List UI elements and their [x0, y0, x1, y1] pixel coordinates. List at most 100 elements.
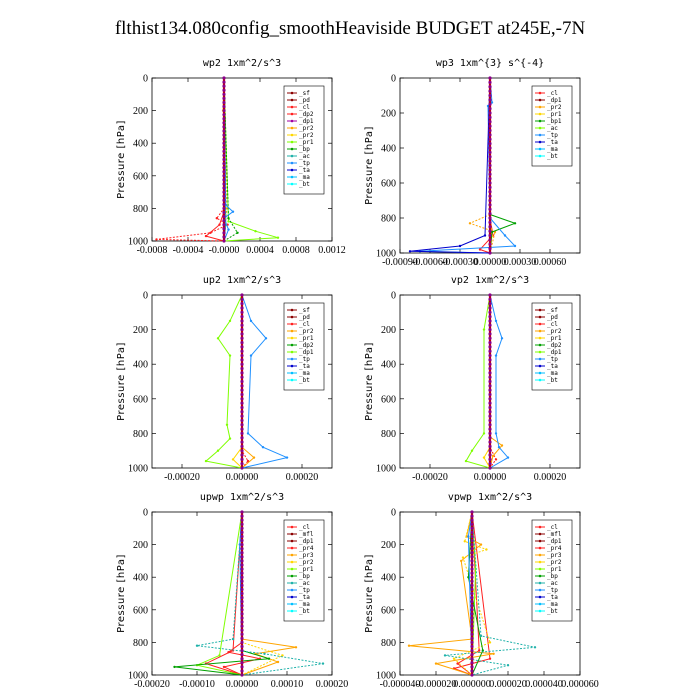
zero-profile-marker [488, 427, 492, 431]
series-point [204, 234, 208, 238]
zero-profile-marker [470, 648, 474, 653]
zero-profile-marker [488, 229, 492, 233]
legend-marker [538, 133, 542, 137]
y-tick-label: 600 [133, 171, 148, 182]
series-point [231, 210, 235, 213]
y-tick-label: 1000 [376, 249, 396, 260]
legend-marker [538, 567, 542, 571]
zero-profile-marker [488, 212, 492, 216]
series-line-ac [444, 511, 536, 676]
legend-marker [290, 315, 294, 319]
series-point [506, 456, 510, 459]
zero-profile-marker [488, 306, 492, 310]
zero-profile-marker [240, 608, 244, 612]
zero-profile-marker [470, 555, 474, 559]
series-line-tp [241, 294, 289, 469]
series-point [252, 456, 256, 459]
legend-marker [538, 574, 542, 578]
series-point [276, 236, 280, 239]
panel-2: wp3 1xm^{3} s^{-4} Pressure [hPa] 0 200 400 6… [364, 58, 581, 268]
zero-profile-marker [240, 567, 244, 571]
x-tick-label: 0.00020 [286, 472, 319, 483]
legend: _cl_dp1_pr2_pr1_bp1_ac_tp_ta_ma_bt [531, 85, 573, 167]
x-tick-label: 0.00000 [474, 472, 507, 483]
legend-marker [290, 539, 294, 543]
zero-profile-marker [222, 161, 226, 166]
zero-profile-marker [240, 665, 244, 669]
y-tick-label: 400 [133, 139, 148, 150]
zero-profile-marker [488, 297, 492, 301]
legend-marker [290, 329, 294, 333]
legend-entry: _pr3 [547, 552, 562, 559]
legend-entry: _pr3 [299, 552, 314, 559]
x-tick-label: -0.00020 [134, 679, 170, 690]
zero-profile-marker [222, 117, 226, 121]
legend-entry: _dp1 [299, 538, 314, 545]
y-tick-label: 0 [391, 74, 396, 85]
legend-marker [538, 308, 542, 312]
zero-profile-marker [470, 571, 474, 575]
legend-marker [290, 350, 294, 354]
zero-profile-marker [240, 644, 244, 649]
zero-profile-marker [222, 121, 226, 125]
legend-entry: _pr2 [299, 559, 314, 566]
zero-profile-marker [488, 155, 492, 159]
legend-marker [538, 98, 542, 102]
series-line-pr4 [204, 511, 243, 676]
zero-profile-marker [470, 575, 474, 579]
series-point [173, 665, 176, 669]
series-line-dp2 [204, 78, 225, 242]
series-group [204, 293, 289, 470]
zero-profile-marker [470, 510, 474, 514]
panel-4: vp2 1xm^2/s^3 Pressure [hPa] 0 200 400 600 800… [364, 275, 581, 483]
zero-profile-marker [240, 466, 244, 470]
legend-marker [290, 91, 294, 95]
series-point [276, 660, 280, 664]
legend-marker [538, 581, 542, 585]
series-point [215, 217, 218, 220]
zero-profile-marker [488, 392, 492, 397]
legend-entry: _ta [547, 139, 558, 146]
series-point [491, 454, 495, 458]
zero-profile-marker [488, 168, 492, 172]
zero-profile-marker [222, 113, 226, 117]
legend-marker [538, 595, 542, 599]
series-point [479, 634, 483, 638]
series-line-pr3 [408, 511, 494, 676]
series-line-dp1 [465, 294, 491, 469]
legend-entry: _dp1 [547, 538, 562, 545]
zero-profile-marker [240, 392, 244, 397]
legend-marker [538, 336, 542, 340]
legend: _sf_pd_cl_dp2_dp1_pr2_pr2_pr1_bp_ac_tp_t… [283, 85, 325, 195]
zero-profile-marker [240, 444, 244, 448]
zero-profile-marker [488, 453, 492, 457]
zero-profile-marker [488, 462, 492, 466]
legend: _cl_mfl_dp1_pr4_pr3_pr2_pr1_bp_ac_tp_ta_… [283, 519, 325, 622]
zero-profile-marker [488, 207, 492, 211]
zero-profile-marker [488, 423, 492, 427]
x-tick-label: -0.00020 [412, 472, 448, 483]
legend-marker [290, 308, 294, 312]
legend-entry: _dp1 [299, 118, 314, 125]
zero-profile-marker [240, 648, 244, 653]
series-point [216, 337, 220, 340]
zero-profile-marker [488, 384, 492, 388]
zero-profile-marker [240, 375, 244, 379]
zero-profile-marker [470, 534, 474, 539]
zero-profile-marker [240, 571, 244, 575]
series-point [513, 222, 517, 225]
zero-profile-marker [222, 145, 226, 149]
legend-entry: _ma [299, 370, 310, 377]
legend-entry: _ma [547, 146, 558, 153]
zero-profile-marker [240, 628, 244, 632]
zero-profile-marker [470, 595, 474, 600]
legend-marker [290, 133, 294, 137]
legend-entry: _ta [299, 363, 310, 370]
series-point [464, 459, 468, 463]
zero-profile-marker [240, 579, 244, 583]
zero-profile-marker [488, 444, 492, 448]
zero-profile-marker [488, 323, 492, 327]
x-tick-label: 0.00000 [226, 679, 259, 690]
legend-entry: _cl [547, 90, 558, 97]
zero-profile-marker [488, 89, 492, 93]
